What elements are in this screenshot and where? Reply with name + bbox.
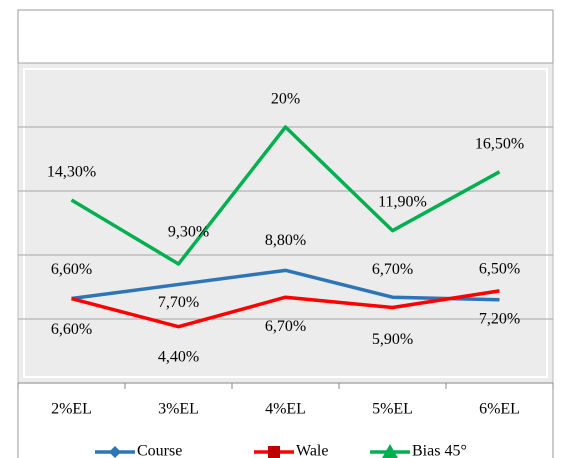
- data-label: 7,20%: [479, 311, 520, 328]
- data-label: 6,70%: [372, 261, 413, 278]
- data-label: 16,50%: [475, 135, 524, 152]
- data-label: 9,30%: [168, 224, 209, 241]
- x-tick-label: 2%EL: [51, 401, 92, 418]
- data-label: 8,80%: [265, 232, 306, 249]
- plot-area: [17, 62, 554, 384]
- x-tick-label: 3%EL: [158, 401, 199, 418]
- x-tick-label: 6%EL: [479, 401, 520, 418]
- data-label: 6,60%: [51, 261, 92, 278]
- data-label: 6,50%: [479, 260, 520, 277]
- data-label: 5,90%: [372, 331, 413, 348]
- x-tick-label: 5%EL: [372, 401, 413, 418]
- legend-label: Course: [137, 443, 182, 458]
- data-label: 4,40%: [158, 348, 199, 365]
- x-tick-label: 4%EL: [265, 401, 306, 418]
- data-label: 11,90%: [378, 193, 427, 210]
- legend-label: Bias 45°: [412, 443, 467, 458]
- plot-inner-frame: [23, 68, 548, 378]
- legend-label: Wale: [296, 443, 328, 458]
- data-label: 7,70%: [158, 294, 199, 311]
- data-label: 14,30%: [47, 164, 96, 181]
- series-line: [71, 289, 500, 329]
- legend-marker: [268, 446, 280, 458]
- data-label: 6,60%: [51, 321, 92, 338]
- series-line: [70, 125, 501, 266]
- data-label: 6,70%: [265, 318, 306, 335]
- legend-marker: [109, 446, 121, 458]
- series-line: [71, 268, 500, 302]
- legend-marker: [382, 444, 398, 458]
- data-label: 20%: [271, 91, 300, 108]
